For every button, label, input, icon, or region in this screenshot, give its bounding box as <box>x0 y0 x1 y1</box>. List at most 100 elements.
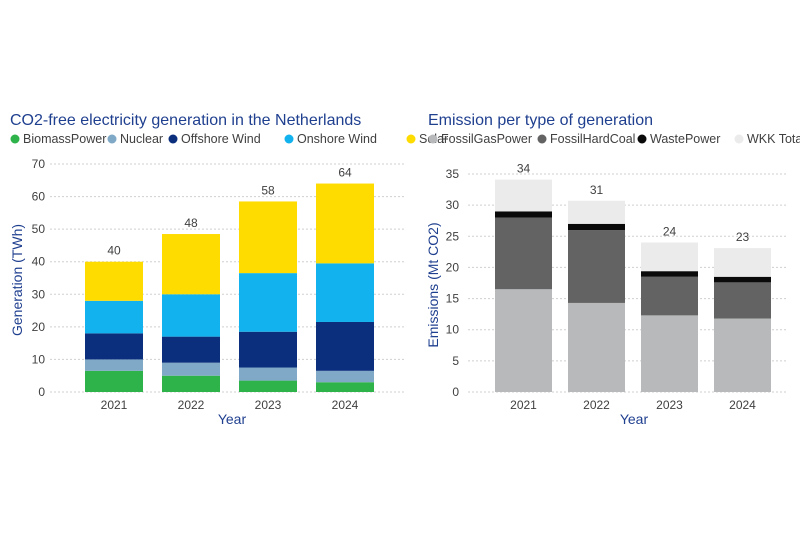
legend-swatch <box>10 134 20 144</box>
legend-swatch <box>284 134 294 144</box>
y-tick-label: 60 <box>32 190 46 204</box>
bar-segment <box>495 211 552 218</box>
bar-segment <box>85 333 143 360</box>
x-axis-title: Year <box>620 411 649 427</box>
legend-swatch <box>168 134 178 144</box>
total-label: 23 <box>736 230 750 244</box>
bar-segment <box>568 223 625 231</box>
x-tick-label: 2023 <box>656 398 683 412</box>
x-tick-label: 2021 <box>101 398 128 412</box>
chart-legend: BiomassPower Nuclear Offshore Wind Onshore … <box>10 132 448 146</box>
x-tick-label: 2022 <box>583 398 610 412</box>
bar-segment <box>641 242 698 272</box>
y-tick-label: 70 <box>32 157 46 171</box>
legend-entry: FossilHardCoal <box>537 132 635 146</box>
bar-segment <box>85 370 143 392</box>
emission-per-generation-chart: Emission per type of generation FossilGa… <box>425 112 800 427</box>
total-label: 40 <box>107 244 121 258</box>
bar-segment <box>495 289 552 392</box>
legend-label: FossilHardCoal <box>550 132 635 146</box>
y-tick-label: 10 <box>32 352 46 366</box>
y-tick-label: 20 <box>32 320 46 334</box>
bar-segment <box>162 294 220 337</box>
bar-segment <box>85 300 143 334</box>
bar-segment <box>495 217 552 290</box>
bar-segment <box>162 336 220 363</box>
y-axis-ticks: 0 10 20 30 40 50 60 70 <box>32 157 46 399</box>
bar-segment <box>85 261 143 301</box>
bar-segment <box>641 271 698 277</box>
total-label: 31 <box>590 183 604 197</box>
bar-segment <box>239 380 297 392</box>
y-tick-label: 35 <box>446 167 460 181</box>
y-tick-label: 25 <box>446 229 460 243</box>
legend-label: WastePower <box>650 132 720 146</box>
bar-segment <box>714 318 771 392</box>
y-tick-label: 30 <box>32 287 46 301</box>
bar-segment <box>316 370 374 383</box>
legend-swatch <box>406 134 416 144</box>
legend-swatch <box>637 134 647 144</box>
bar-segment <box>239 273 297 332</box>
bars <box>85 183 374 392</box>
chart-title: Emission per type of generation <box>428 112 653 129</box>
co2-free-generation-chart: CO2-free electricity generation in the N… <box>9 112 448 427</box>
x-tick-label: 2024 <box>332 398 359 412</box>
bar-segment <box>316 382 374 392</box>
legend-entry: FossilGasPower <box>428 132 532 146</box>
bar-segment <box>495 179 552 212</box>
y-tick-label: 0 <box>452 385 459 399</box>
total-label: 24 <box>663 225 677 239</box>
legend-entry: WKK Total <box>734 132 800 146</box>
total-label: 48 <box>184 216 198 230</box>
y-tick-label: 10 <box>446 323 460 337</box>
x-tick-label: 2023 <box>255 398 282 412</box>
legend-label: FossilGasPower <box>441 132 532 146</box>
legend-label: Onshore Wind <box>297 132 377 146</box>
legend-entry: Onshore Wind <box>284 132 377 146</box>
chart-title: CO2-free electricity generation in the N… <box>10 112 361 129</box>
legend-entry: BiomassPower <box>10 132 106 146</box>
bars <box>495 179 771 392</box>
legend-swatch <box>734 134 744 144</box>
chart-legend: FossilGasPower FossilHardCoal WastePower WK… <box>428 132 800 146</box>
total-label: 34 <box>517 162 531 176</box>
bar-segment <box>316 263 374 322</box>
legend-label: BiomassPower <box>23 132 106 146</box>
bar-segment <box>641 276 698 316</box>
legend-entry: WastePower <box>637 132 720 146</box>
bar-segment <box>162 375 220 392</box>
legend-label: Nuclear <box>120 132 163 146</box>
bar-segment <box>239 331 297 368</box>
legend-entry: Nuclear <box>107 132 163 146</box>
bar-segment <box>641 315 698 392</box>
y-tick-label: 15 <box>446 292 460 306</box>
x-axis-ticks: 2021 2022 2023 2024 <box>510 398 756 412</box>
y-tick-label: 30 <box>446 198 460 212</box>
legend-entry: Offshore Wind <box>168 132 261 146</box>
bar-segment <box>85 359 143 371</box>
legend-swatch <box>428 134 438 144</box>
x-tick-label: 2024 <box>729 398 756 412</box>
y-tick-label: 50 <box>32 222 46 236</box>
bar-segment <box>714 276 771 283</box>
bar-segment <box>162 234 220 295</box>
y-tick-label: 0 <box>38 385 45 399</box>
y-tick-label: 40 <box>32 255 46 269</box>
bar-segment <box>316 183 374 264</box>
total-labels: 40 48 58 64 <box>107 166 352 258</box>
legend-label: Offshore Wind <box>181 132 261 146</box>
x-axis-ticks: 2021 2022 2023 2024 <box>101 398 359 412</box>
legend-swatch <box>107 134 117 144</box>
x-tick-label: 2021 <box>510 398 537 412</box>
bar-segment <box>316 321 374 371</box>
y-axis-title: Emissions (Mt CO2) <box>425 222 441 347</box>
x-tick-label: 2022 <box>178 398 205 412</box>
y-tick-label: 20 <box>446 260 460 274</box>
bar-segment <box>568 230 625 303</box>
bar-segment <box>239 201 297 274</box>
bar-segment <box>239 367 297 381</box>
bar-segment <box>568 302 625 392</box>
bar-segment <box>714 282 771 319</box>
